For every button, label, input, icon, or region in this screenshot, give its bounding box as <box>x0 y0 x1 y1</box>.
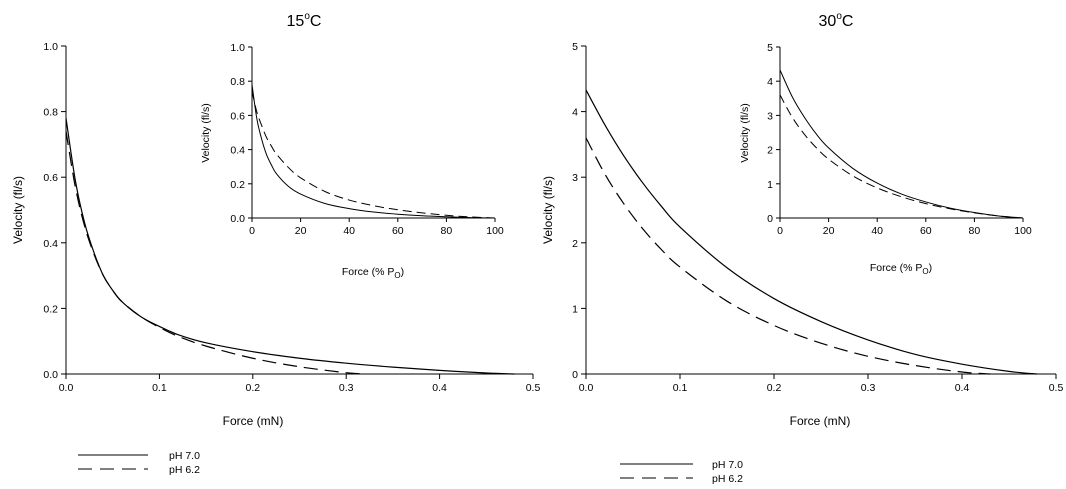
y-tick-label: 0 <box>767 213 773 225</box>
right-inset-xlabel: Force (% PO) <box>870 262 932 276</box>
x-tick-label: 0.2 <box>767 382 782 394</box>
right-title: 30oC <box>819 11 854 30</box>
y-tick-label: 1 <box>572 303 578 315</box>
x-tick-label: 0.3 <box>861 382 876 394</box>
x-tick-label: 40 <box>871 225 883 237</box>
right-main-ylabel: Velocity (fl/s) <box>541 176 555 244</box>
x-tick-label: 80 <box>441 225 453 237</box>
x-tick-label: 0.5 <box>526 382 541 394</box>
x-tick-label: 0.5 <box>1049 382 1064 394</box>
x-tick-label: 0.2 <box>245 382 260 394</box>
legend-label: pH 7.0 <box>169 450 200 462</box>
y-tick-label: 5 <box>767 42 773 54</box>
series-line-dashed <box>585 137 991 375</box>
x-tick-label: 0.4 <box>955 382 970 394</box>
left-inset-xlabel: Force (% PO) <box>342 266 404 280</box>
x-tick-label: 100 <box>486 225 504 237</box>
legend-label: pH 6.2 <box>169 464 200 476</box>
x-tick-label: 60 <box>920 225 932 237</box>
x-tick-label: 40 <box>343 225 355 237</box>
y-tick-label: 0.4 <box>43 238 58 250</box>
x-tick-label: 0.4 <box>432 382 447 394</box>
series-line-dashed <box>65 131 365 375</box>
y-tick-label: 0.2 <box>43 303 58 315</box>
y-tick-label: 0 <box>572 369 578 381</box>
y-tick-label: 0.4 <box>230 145 245 157</box>
x-tick-label: 20 <box>295 225 307 237</box>
left-title: 15oC <box>287 11 322 30</box>
legend-label: pH 7.0 <box>712 459 743 471</box>
x-tick-label: 0.1 <box>152 382 167 394</box>
y-tick-label: 0.0 <box>43 369 58 381</box>
x-tick-label: 0.3 <box>339 382 354 394</box>
y-tick-label: 0.8 <box>43 107 58 119</box>
series-line-dashed <box>779 94 1024 219</box>
right-main-xlabel: Force (mN) <box>790 414 851 428</box>
y-tick-label: 3 <box>572 172 578 184</box>
right-inset-chart: 0 20 40 60 80 100 0 1 2 3 4 5 Force (% PO) Velocity… <box>739 42 1032 276</box>
y-tick-label: 0.6 <box>230 110 245 122</box>
y-tick-label: 2 <box>572 238 578 250</box>
x-tick-label: 80 <box>969 225 981 237</box>
y-tick-label: 4 <box>572 107 578 119</box>
series-line-dashed <box>251 91 496 219</box>
x-tick-label: 0.1 <box>673 382 688 394</box>
y-tick-label: 4 <box>767 76 773 88</box>
series-line-solid <box>585 89 1038 375</box>
left-inset-ylabel: Velocity (fl/s) <box>200 103 212 163</box>
x-tick-label: 0 <box>777 225 783 237</box>
left-main-xlabel: Force (mN) <box>223 414 284 428</box>
x-tick-label: 20 <box>823 225 835 237</box>
left-main-chart: 0.0 0.1 0.2 0.3 0.4 0.5 0.0 0.2 0.4 0.6 0.8 1.0 For… <box>11 41 540 428</box>
y-tick-label: 0.8 <box>230 76 245 88</box>
y-tick-label: 3 <box>767 110 773 122</box>
y-tick-label: 1 <box>767 179 773 191</box>
y-tick-label: 0.0 <box>230 213 245 225</box>
right-inset-ylabel: Velocity (fl/s) <box>739 103 751 163</box>
right-main-chart: 0.0 0.1 0.2 0.3 0.4 0.5 0 1 2 3 4 5 Force (mN) Velo… <box>541 41 1063 428</box>
x-tick-label: 0.0 <box>579 382 594 394</box>
left-legend: pH 7.0 pH 6.2 <box>78 450 200 476</box>
y-tick-label: 1.0 <box>230 42 245 54</box>
series-line-solid <box>65 118 515 375</box>
y-tick-label: 2 <box>767 145 773 157</box>
series-line-solid <box>251 84 496 219</box>
right-legend: pH 7.0 pH 6.2 <box>620 459 743 485</box>
left-main-ylabel: Velocity (fl/s) <box>11 176 25 244</box>
series-line-solid <box>779 69 1024 219</box>
x-tick-label: 60 <box>392 225 404 237</box>
left-inset-chart: 0 20 40 60 80 100 0.0 0.2 0.4 0.6 0.8 1.0 Force (% … <box>200 42 504 280</box>
y-tick-label: 1.0 <box>43 41 58 53</box>
y-tick-label: 5 <box>572 41 578 53</box>
x-tick-label: 0 <box>249 225 255 237</box>
legend-label: pH 6.2 <box>712 473 743 485</box>
y-tick-label: 0.2 <box>230 179 245 191</box>
y-tick-label: 0.6 <box>43 172 58 184</box>
x-tick-label: 100 <box>1014 225 1032 237</box>
x-tick-label: 0.0 <box>59 382 74 394</box>
